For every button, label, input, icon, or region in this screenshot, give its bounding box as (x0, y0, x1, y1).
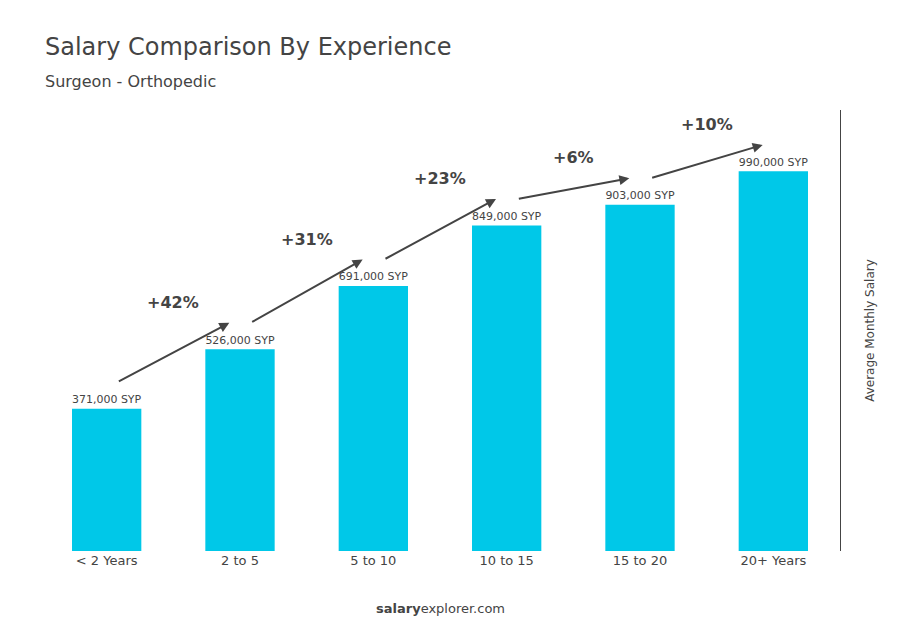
svg-text:15 to 20: 15 to 20 (613, 553, 667, 568)
svg-text:20+ Years: 20+ Years (740, 553, 806, 568)
svg-text:Average Monthly Salary: Average Monthly Salary (863, 259, 877, 402)
svg-text:2 to 5: 2 to 5 (221, 553, 259, 568)
svg-text:+42%: +42% (147, 293, 199, 312)
svg-text:371,000 SYP: 371,000 SYP (72, 393, 142, 406)
svg-text:691,000 SYP: 691,000 SYP (339, 270, 409, 283)
svg-text:5 to 10: 5 to 10 (350, 553, 396, 568)
svg-text:903,000 SYP: 903,000 SYP (605, 189, 675, 202)
svg-text:+10%: +10% (681, 115, 733, 134)
svg-text:+31%: +31% (281, 230, 333, 249)
svg-text:Salary Comparison By Experienc: Salary Comparison By Experience (45, 33, 451, 61)
svg-text:849,000 SYP: 849,000 SYP (472, 210, 542, 223)
svg-text:+23%: +23% (414, 169, 466, 188)
svg-text:Surgeon - Orthopedic: Surgeon - Orthopedic (45, 72, 216, 91)
svg-text:salaryexplorer.com: salaryexplorer.com (376, 601, 505, 616)
svg-text:+6%: +6% (553, 148, 594, 167)
svg-text:10 to 15: 10 to 15 (479, 553, 533, 568)
svg-text:990,000 SYP: 990,000 SYP (739, 156, 809, 169)
svg-text:526,000 SYP: 526,000 SYP (205, 334, 275, 347)
svg-text:< 2 Years: < 2 Years (76, 553, 138, 568)
